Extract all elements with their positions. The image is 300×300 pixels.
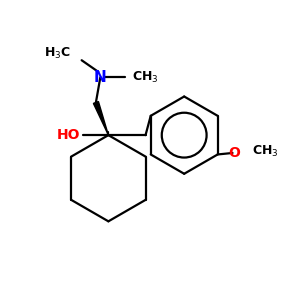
Polygon shape (93, 101, 108, 135)
Text: HO: HO (57, 128, 80, 142)
Text: CH$_3$: CH$_3$ (252, 144, 278, 159)
Text: H$_3$C: H$_3$C (44, 46, 70, 61)
Text: O: O (228, 146, 240, 160)
Text: N: N (94, 70, 107, 85)
Text: CH$_3$: CH$_3$ (132, 70, 158, 85)
